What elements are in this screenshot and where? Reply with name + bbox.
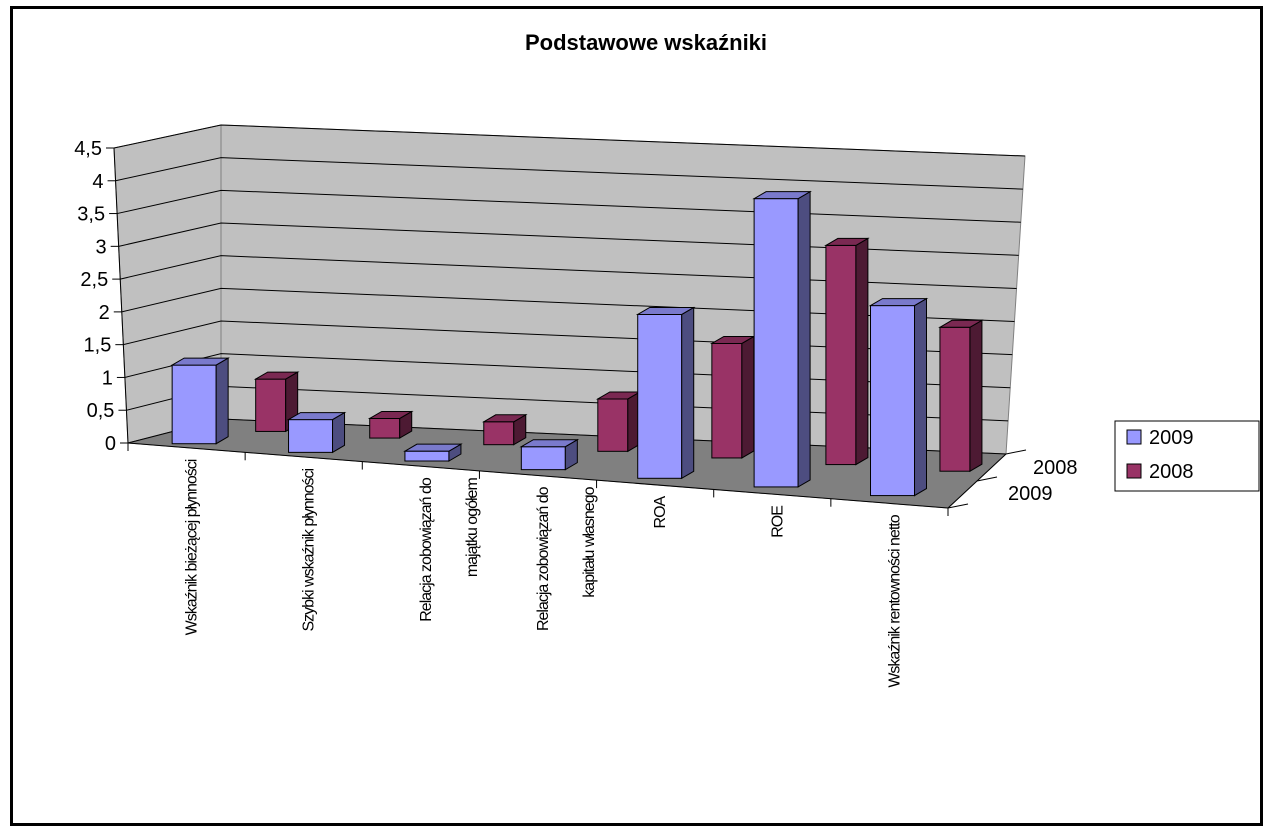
category-label: Wskaźnik rentowności netto <box>886 514 903 687</box>
chart-title: Podstawowe wskaźniki <box>525 30 767 55</box>
y-tick-label: 1 <box>102 367 113 389</box>
bar-2009 <box>286 411 347 454</box>
bar-top <box>481 414 528 423</box>
y-tick-label: 4,5 <box>74 138 102 160</box>
y-tick-label: 4 <box>92 171 103 193</box>
bar-front <box>369 417 401 439</box>
depth-tick-mark <box>976 476 998 482</box>
bar-front <box>520 446 566 471</box>
bar-2008 <box>938 319 984 473</box>
bar-front <box>171 364 217 445</box>
bar-top <box>403 443 463 452</box>
category-label: Relacja zobowiązań do <box>535 486 552 631</box>
bar-top <box>519 439 580 448</box>
gridline <box>115 157 1023 190</box>
bar-top <box>253 371 300 380</box>
bar-top <box>868 298 929 307</box>
bar-2008 <box>367 410 414 439</box>
depth-tick-mark <box>947 503 969 509</box>
bar-side <box>741 335 755 459</box>
bar-2009 <box>868 297 929 497</box>
bar-front <box>711 342 743 459</box>
bar-front <box>939 326 971 472</box>
bar-2009 <box>403 443 463 462</box>
bar-side <box>215 357 229 445</box>
bar-side <box>681 306 695 480</box>
bar-top <box>367 410 414 419</box>
gridline <box>118 222 1019 256</box>
bar-top <box>635 306 696 315</box>
category-label: ROA <box>652 495 669 528</box>
category-label: Wskaźnik bieżącej płynności <box>184 459 201 635</box>
legend-label: 2009 <box>1149 427 1194 449</box>
legend-label: 2008 <box>1149 461 1194 483</box>
bar-side <box>914 297 928 497</box>
bar-2009 <box>519 438 580 471</box>
bar-front <box>637 313 683 479</box>
y-axis-line <box>113 147 129 444</box>
bar-side <box>855 237 869 466</box>
bar-top <box>752 191 812 200</box>
bar-top <box>170 357 230 366</box>
bar-front <box>870 305 916 497</box>
bar-front <box>753 198 799 488</box>
category-label: Szybki wskaźnik płynności <box>301 468 318 631</box>
gridline <box>120 255 1017 289</box>
bar-2008 <box>710 335 756 459</box>
y-tick-label: 3 <box>96 236 107 258</box>
bar-front <box>825 244 857 466</box>
bar-front <box>288 419 334 453</box>
bar-chart-3d: 0 0,5 1 1,5 2 2,5 3 3,5 4 4,5 2008 2009 Wskaźnik bie… <box>74 30 1260 688</box>
bar-front <box>483 421 515 446</box>
depth-label-front: 2009 <box>1008 483 1053 505</box>
category-label: ROE <box>769 506 786 538</box>
chart-frame: 0 0,5 1 1,5 2 2,5 3 3,5 4 4,5 2008 2009 Wskaźnik bie… <box>10 6 1263 826</box>
category-label: majątku ogółem <box>464 478 481 578</box>
bar-2009 <box>752 190 812 488</box>
y-tick-label: 2 <box>99 302 110 324</box>
bar-2008 <box>481 413 528 446</box>
bar-front <box>404 450 450 462</box>
y-tick-label: 3,5 <box>77 204 105 226</box>
depth-tick-mark <box>1005 449 1027 455</box>
bar-2008 <box>824 237 870 466</box>
category-label: Relacja zobowiązań do <box>418 477 435 622</box>
gridline <box>121 287 1015 323</box>
bar-top <box>286 412 347 421</box>
x-axis-line <box>127 442 949 509</box>
bar-2009 <box>170 357 230 445</box>
y-tick-label: 0 <box>105 433 116 455</box>
category-label: kapitału własnego <box>581 486 598 597</box>
bar-2009 <box>635 306 696 480</box>
gridline <box>113 124 1026 157</box>
y-tick-label: 0,5 <box>87 400 115 422</box>
y-tick-label: 2,5 <box>80 269 108 291</box>
bar-side <box>969 319 983 473</box>
bar-side <box>797 190 811 488</box>
depth-label-back: 2008 <box>1033 457 1078 479</box>
bar-front <box>597 398 629 452</box>
y-tick-label: 1,5 <box>84 335 112 357</box>
bar-2008 <box>595 391 642 453</box>
bar-top <box>824 237 870 246</box>
legend-swatch <box>1126 429 1142 445</box>
bar-front <box>255 378 287 432</box>
legend-swatch <box>1126 463 1142 479</box>
bar-top <box>938 319 984 328</box>
